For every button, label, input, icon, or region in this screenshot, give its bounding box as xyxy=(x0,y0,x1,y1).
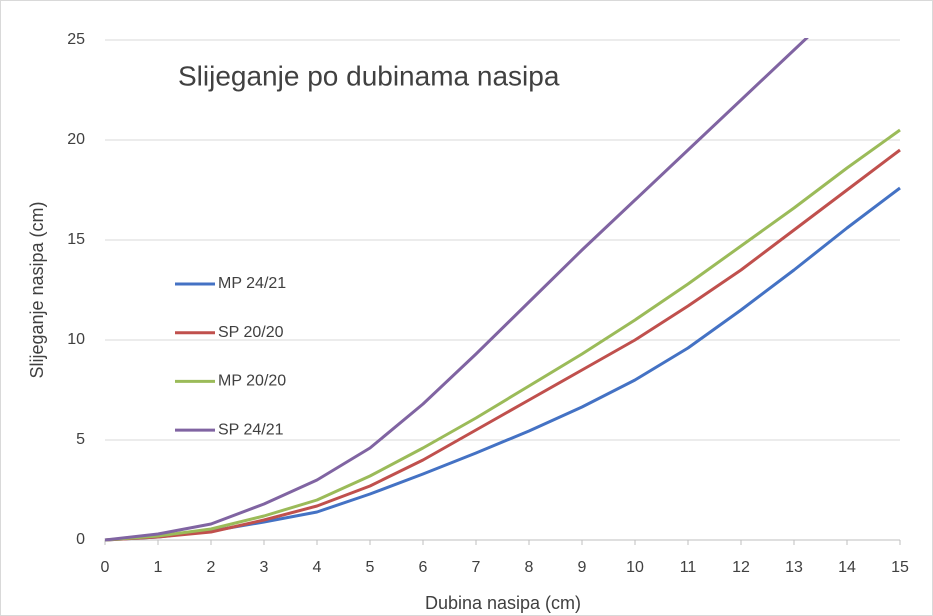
x-axis-label: Dubina nasipa (cm) xyxy=(425,593,581,613)
series-line xyxy=(104,128,901,542)
x-tick-label: 10 xyxy=(626,559,644,576)
plot-area xyxy=(104,38,901,542)
series-line xyxy=(104,148,901,542)
legend-label: MP 20/20 xyxy=(218,373,286,390)
y-tick-label: 20 xyxy=(67,131,85,148)
legend-label: SP 24/21 xyxy=(218,421,284,438)
x-tick-label: 8 xyxy=(525,559,534,576)
x-tick-label: 15 xyxy=(891,559,909,576)
x-tick-label: 6 xyxy=(419,559,428,576)
y-axis-label: Slijeganje nasipa (cm) xyxy=(27,201,47,378)
legend-label: MP 24/21 xyxy=(218,275,286,292)
series-line xyxy=(104,38,809,542)
chart-title: Slijeganje po dubinama nasipa xyxy=(178,60,560,91)
x-tick-label: 14 xyxy=(838,559,856,576)
x-tick-label: 5 xyxy=(366,559,375,576)
x-tick-label: 9 xyxy=(578,559,587,576)
legend-label: SP 20/20 xyxy=(218,324,284,341)
x-tick-label: 2 xyxy=(207,559,216,576)
x-tick-label: 13 xyxy=(785,559,803,576)
x-tick-label: 0 xyxy=(101,559,110,576)
x-tick-label: 4 xyxy=(313,559,322,576)
x-tick-label: 12 xyxy=(732,559,750,576)
y-tick-label: 0 xyxy=(76,531,85,548)
y-tick-label: 25 xyxy=(67,31,85,48)
y-tick-label: 15 xyxy=(67,231,85,248)
y-tick-label: 5 xyxy=(76,431,85,448)
x-tick-label: 1 xyxy=(154,559,163,576)
x-tick-label: 3 xyxy=(260,559,269,576)
x-tick-label: 11 xyxy=(680,559,697,576)
y-tick-label: 10 xyxy=(67,331,85,348)
x-tick-label: 7 xyxy=(472,559,481,576)
